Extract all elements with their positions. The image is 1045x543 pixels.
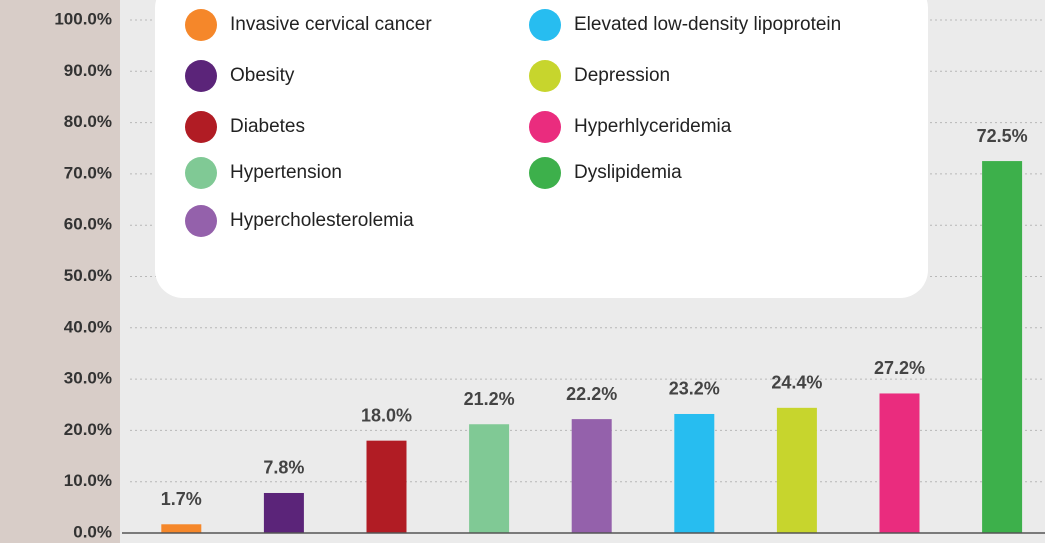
legend-label: Elevated low-density lipoprotein (574, 14, 841, 35)
y-tick-label: 10.0% (64, 471, 112, 490)
value-label: 1.7% (161, 489, 202, 509)
bar (469, 424, 510, 533)
value-label: 7.8% (263, 458, 304, 478)
value-label: 24.4% (771, 373, 822, 393)
legend-swatch (185, 157, 217, 189)
bar (674, 413, 715, 533)
legend-label: Invasive cervical cancer (230, 14, 432, 35)
legend-swatch (185, 9, 217, 41)
y-tick-label: 100.0% (54, 9, 112, 28)
legend-label: Hyperhlyceridemia (574, 116, 732, 137)
legend-swatch (529, 111, 561, 143)
value-label: 27.2% (874, 358, 925, 378)
value-label: 22.2% (566, 384, 617, 404)
y-tick-label: 40.0% (64, 317, 112, 336)
bar (366, 440, 407, 533)
value-label: 18.0% (361, 405, 412, 425)
legend-swatch (529, 60, 561, 92)
bar (879, 393, 920, 533)
legend-label: Hypercholesterolemia (230, 210, 414, 231)
value-label: 23.2% (669, 379, 720, 399)
legend-swatch (185, 111, 217, 143)
y-tick-label: 30.0% (64, 369, 112, 388)
legend-swatch (529, 157, 561, 189)
legend-label: Depression (574, 65, 670, 86)
bar (982, 161, 1023, 533)
legend-swatch (185, 205, 217, 237)
y-tick-label: 20.0% (64, 420, 112, 439)
legend-swatch (529, 9, 561, 41)
legend-label: Obesity (230, 65, 295, 86)
bar (161, 524, 202, 533)
legend-box (155, 0, 928, 298)
y-tick-label: 70.0% (64, 163, 112, 182)
value-label: 72.5% (977, 126, 1028, 146)
axis-panel (0, 0, 120, 543)
bar (571, 419, 612, 533)
legend-label: Hypertension (230, 162, 342, 183)
legend-label: Dyslipidemia (574, 162, 682, 183)
value-label: 21.2% (464, 389, 515, 409)
y-tick-label: 50.0% (64, 266, 112, 285)
y-tick-label: 80.0% (64, 112, 112, 131)
legend-label: Diabetes (230, 116, 305, 137)
bar (263, 492, 304, 533)
legend-swatch (185, 60, 217, 92)
y-tick-label: 60.0% (64, 215, 112, 234)
bar (776, 407, 817, 533)
y-tick-label: 0.0% (73, 522, 112, 541)
y-tick-label: 90.0% (64, 61, 112, 80)
